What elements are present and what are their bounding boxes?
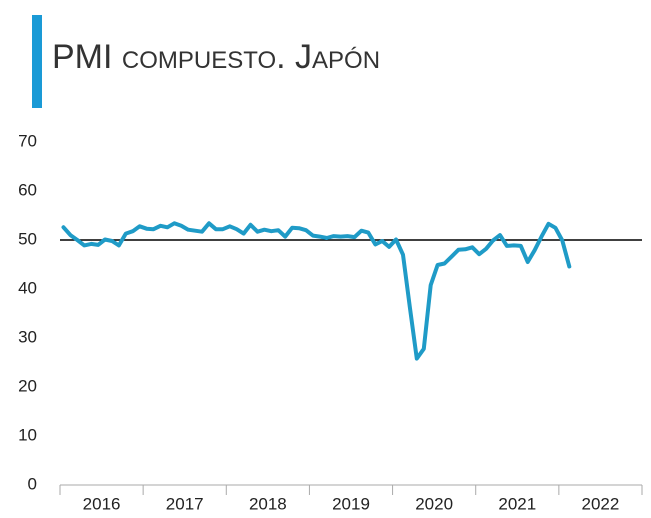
x-tick-label: 2016 — [83, 494, 121, 513]
x-tick-label: 2017 — [166, 494, 204, 513]
x-tick-label: 2022 — [582, 494, 620, 513]
x-tick-label: 2021 — [498, 494, 536, 513]
y-tick-label: 70 — [18, 131, 37, 150]
y-tick-label: 30 — [18, 327, 37, 346]
x-tick-label: 2019 — [332, 494, 370, 513]
y-tick-label: 10 — [18, 425, 37, 444]
x-tick-label: 2018 — [249, 494, 287, 513]
y-tick-label: 0 — [28, 474, 37, 493]
title-accent — [32, 15, 42, 108]
y-tick-label: 20 — [18, 376, 37, 395]
y-tick-label: 50 — [18, 229, 37, 248]
chart-title: PMI compuesto. Japón — [52, 38, 380, 76]
x-tick-label: 2020 — [415, 494, 453, 513]
y-tick-label: 60 — [18, 180, 37, 199]
y-tick-label: 40 — [18, 278, 37, 297]
series-line — [61, 221, 572, 361]
